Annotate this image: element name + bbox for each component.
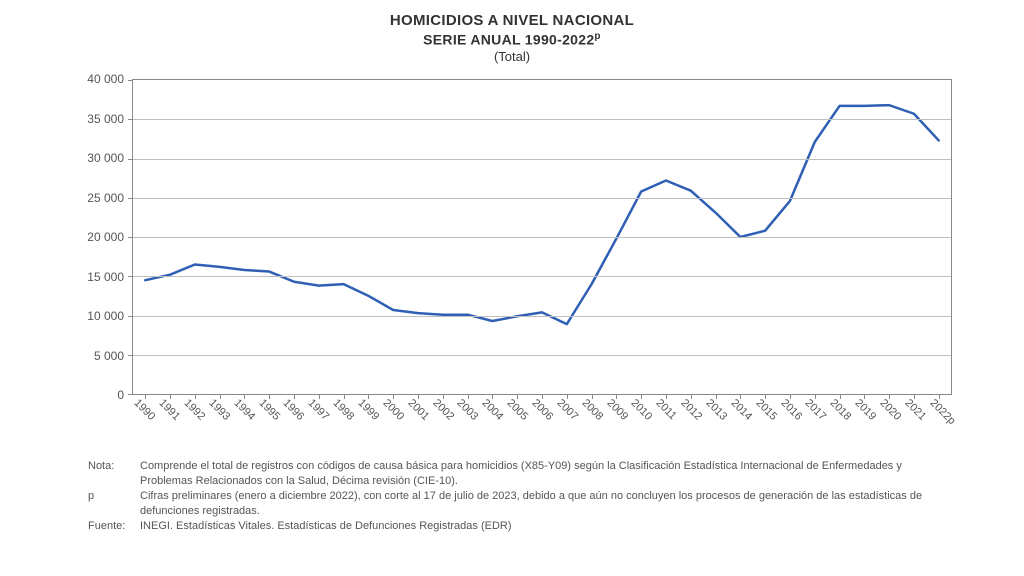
y-tick [128,159,133,160]
x-axis-label: 2001 [405,397,431,423]
gridline [133,276,951,277]
y-axis-label: 30 000 [87,151,124,165]
x-axis-label: 1997 [306,397,332,423]
gridline [133,237,951,238]
note-p: p Cifras preliminares (enero a diciembre… [88,489,936,519]
x-axis-label: 2017 [803,397,829,423]
x-axis-label: 2013 [703,397,729,423]
x-axis-label: 2018 [828,397,854,423]
x-axis-label: 2022p [927,397,957,427]
x-axis-label: 2016 [778,397,804,423]
chart-title-main: HOMICIDIOS A NIVEL NACIONAL [40,12,984,31]
plot-area [132,79,952,395]
y-axis-label: 20 000 [87,230,124,244]
y-axis-label: 15 000 [87,270,124,284]
y-axis-label: 5 000 [94,349,124,363]
gridline [133,159,951,160]
y-tick [128,276,133,277]
x-axis-label: 2021 [902,397,928,423]
note-p-text: Cifras preliminares (enero a diciembre 2… [140,489,936,519]
y-axis-labels: 05 00010 00015 00020 00025 00030 00035 0… [72,79,132,395]
x-axis-label: 1996 [281,397,307,423]
note-p-label: p [88,489,140,519]
x-axis-label: 2004 [480,397,506,423]
y-tick [128,237,133,238]
x-axis-label: 1999 [356,397,382,423]
x-axis-label: 2020 [877,397,903,423]
x-axis-label: 1991 [157,397,183,423]
series-line [145,105,938,324]
x-axis-label: 2009 [604,397,630,423]
x-axis-label: 2011 [654,397,679,422]
x-axis-label: 2008 [579,397,605,423]
y-axis-label: 35 000 [87,112,124,126]
x-axis-label: 1994 [231,397,257,423]
chart-title-sub-text: SERIE ANUAL 1990-2022 [423,31,594,47]
x-axis-label: 2019 [853,397,879,423]
x-axis-label: 2002 [430,397,456,423]
chart-title-sub: SERIE ANUAL 1990-2022p [40,31,984,49]
x-axis-label: 1993 [206,397,232,423]
note-fuente: Fuente: INEGI. Estadísticas Vitales. Est… [88,519,936,534]
chart-titles: HOMICIDIOS A NIVEL NACIONAL SERIE ANUAL … [40,12,984,65]
x-axis-label: 1995 [256,397,282,423]
gridline [133,198,951,199]
x-axis-label: 2006 [530,397,556,423]
x-axis-label: 2015 [753,397,779,423]
x-axis-label: 1990 [132,397,158,423]
x-axis-label: 2014 [728,397,754,423]
y-tick [128,316,133,317]
chart-title-sub-sup: p [594,31,600,42]
note-nota: Nota: Comprende el total de registros co… [88,459,936,489]
note-nota-label: Nota: [88,459,140,489]
x-axis-label: 2000 [380,397,406,423]
y-axis-label: 40 000 [87,72,124,86]
y-tick [128,355,133,356]
x-axis-label: 2012 [679,397,705,423]
note-fuente-label: Fuente: [88,519,140,534]
chart-notes: Nota: Comprende el total de registros co… [88,459,936,533]
note-fuente-text: INEGI. Estadísticas Vitales. Estadística… [140,519,936,534]
x-axis-label: 2007 [554,397,580,423]
x-axis-label: 2005 [505,397,531,423]
page: HOMICIDIOS A NIVEL NACIONAL SERIE ANUAL … [0,0,1024,576]
y-axis-label: 10 000 [87,309,124,323]
note-nota-text: Comprende el total de registros con códi… [140,459,936,489]
chart-title-measure: (Total) [40,49,984,65]
x-axis-label: 2003 [455,397,481,423]
y-tick [128,119,133,120]
x-axis-label: 1992 [182,397,208,423]
gridline [133,119,951,120]
y-axis-label: 0 [117,388,124,402]
gridline [133,316,951,317]
gridline [133,355,951,356]
y-tick [128,198,133,199]
x-axis-label: 1998 [331,397,357,423]
chart-area: 0 5 000 10 000 15 000 20 000 25 000 30 000 35 0… [72,79,952,439]
y-tick [128,80,133,81]
x-axis-labels: 1990199119921993199419951996199719981999… [132,395,952,439]
y-axis-label: 25 000 [87,191,124,205]
x-axis-label: 2010 [629,397,655,423]
